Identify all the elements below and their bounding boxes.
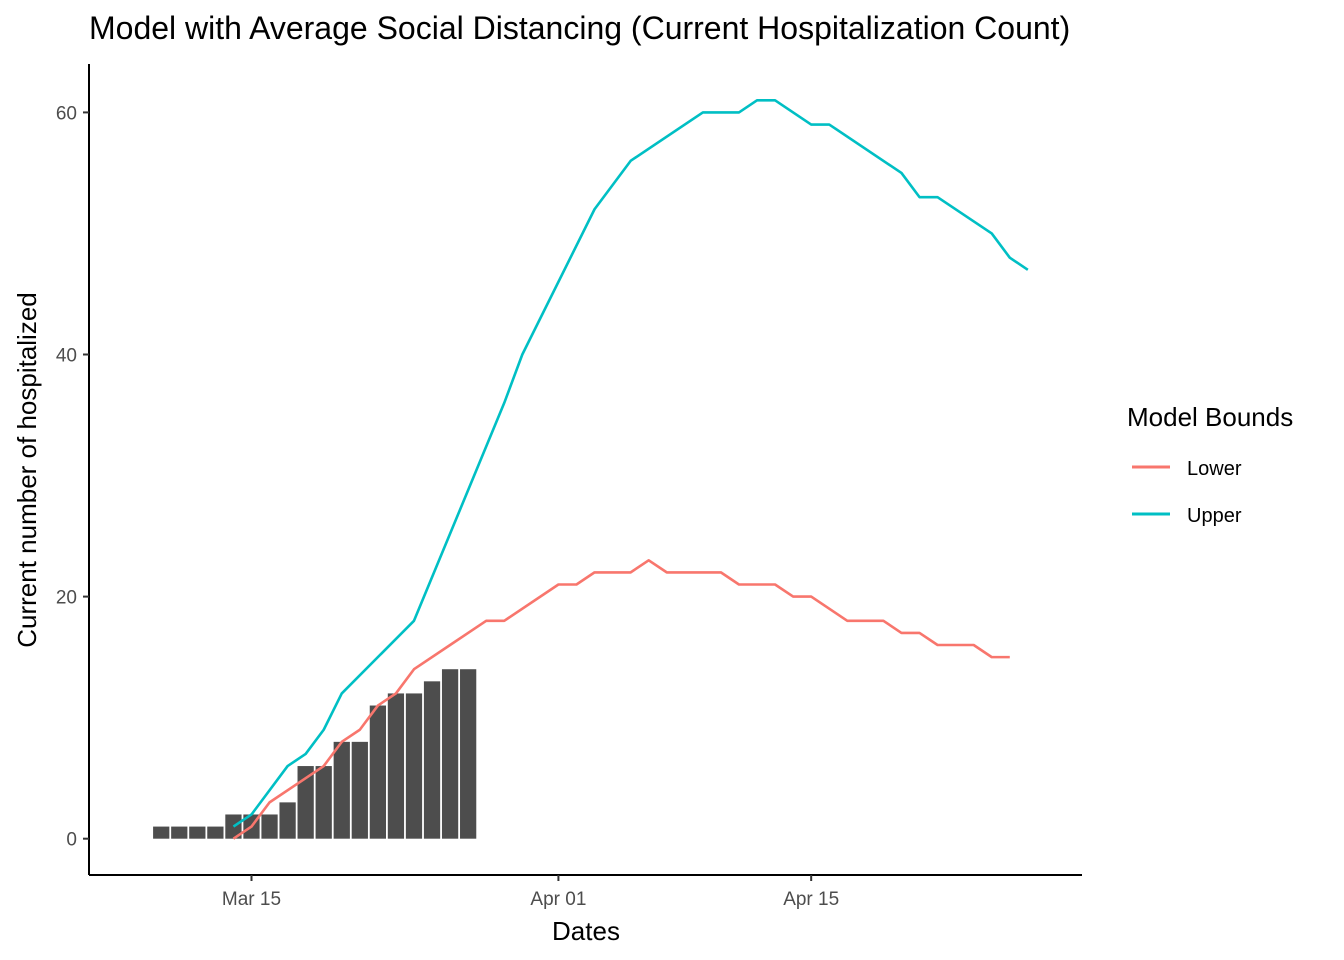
bar [315,766,332,839]
bar [333,741,350,839]
bar [423,681,441,839]
bar [369,705,386,839]
x-axis-title: Dates [552,916,620,946]
y-tick-label: 20 [56,588,77,609]
bar [387,693,405,839]
y-axis-title: Current number of hospitalized [12,292,42,648]
series-line-upper [232,99,1029,828]
x-ticks: Mar 15 Apr 01 Apr 15 [222,875,839,910]
x-tick-label: Apr 01 [530,889,586,910]
legend-label-upper: Upper [1187,505,1242,527]
y-tick-label: 0 [66,830,77,851]
legend-title: Model Bounds [1127,402,1293,432]
bar [171,826,188,839]
x-tick-label: Apr 15 [783,889,839,910]
bar [207,826,224,839]
bars-layer [153,669,477,839]
chart-title: Model with Average Social Distancing (Cu… [89,10,1071,46]
bar [279,802,296,839]
bar [261,814,278,839]
bar [225,814,242,839]
bar [189,826,206,839]
x-tick-label: Mar 15 [222,889,281,910]
y-tick-label: 60 [56,103,77,124]
bar [441,669,459,839]
bar [153,826,170,839]
legend-label-lower: Lower [1187,458,1242,480]
bar [297,766,314,839]
bar [351,741,368,839]
legend: Model Bounds Lower Upper [1127,402,1293,527]
bar [460,669,477,839]
bar [405,693,423,839]
y-ticks: 0 20 40 60 [56,103,89,851]
series-line-lower [232,558,1010,840]
lines-layer [232,99,1029,840]
y-tick-label: 40 [56,346,77,367]
